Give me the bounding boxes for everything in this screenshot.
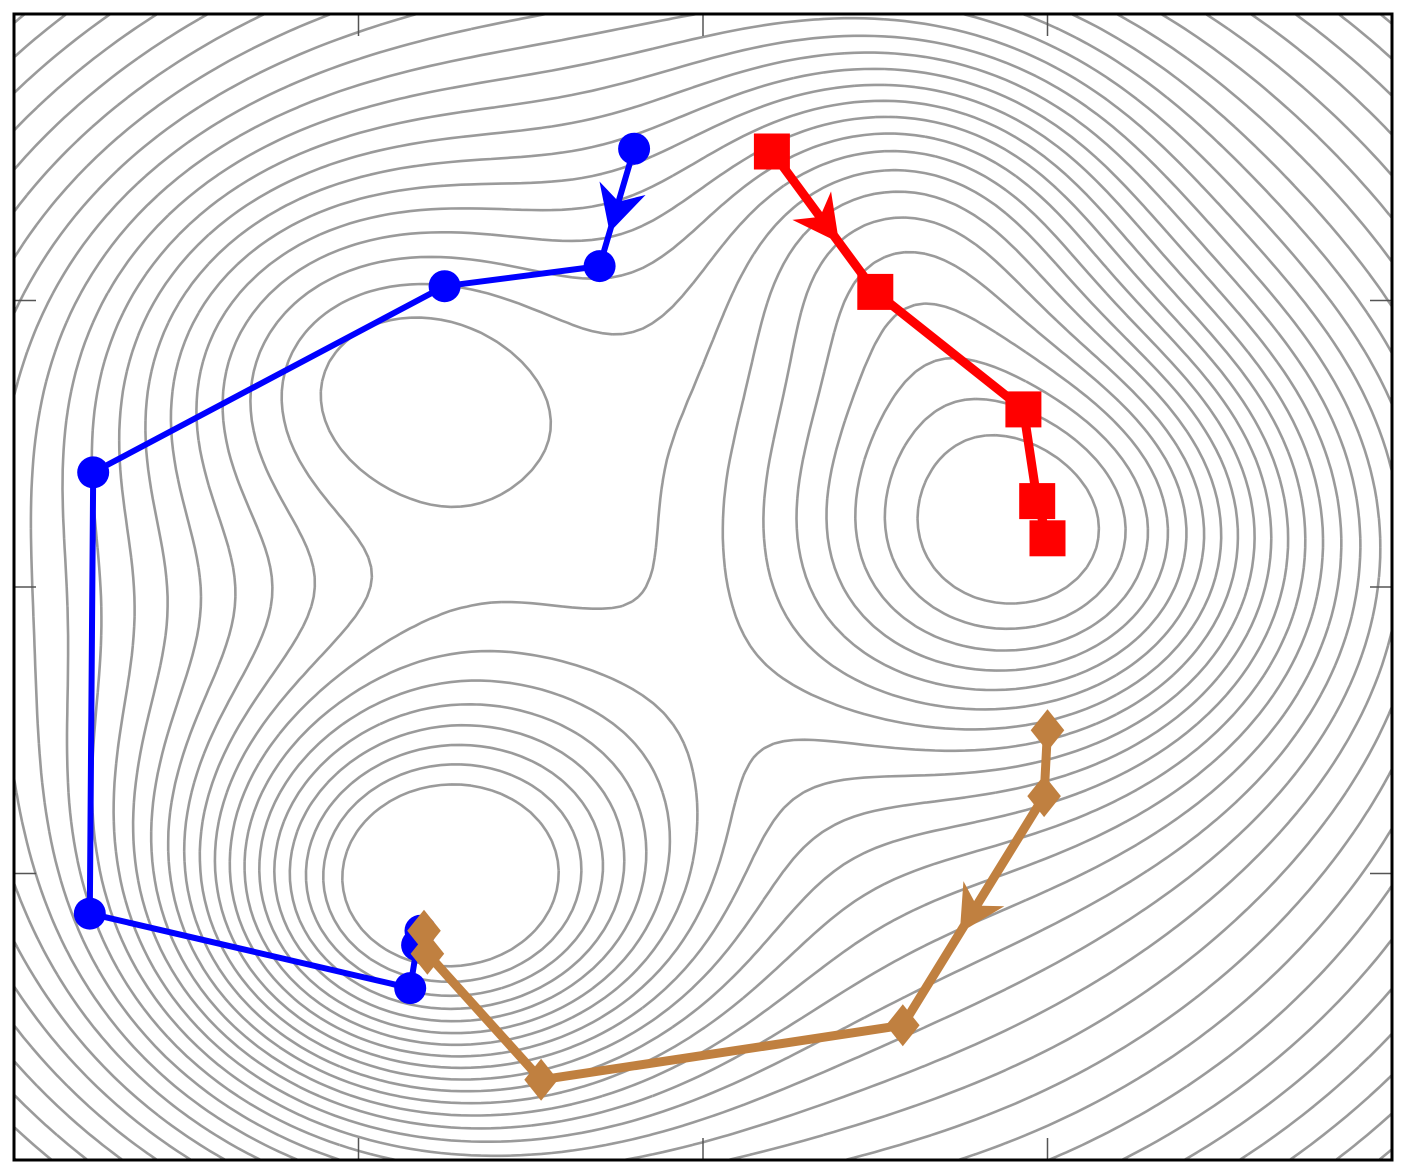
contour-level-11 (166, 99, 1307, 1105)
series-circle-point-2 (428, 270, 461, 303)
series-circle-arrow-0 (599, 181, 646, 233)
contour-level-16 (61, 16, 1392, 1160)
trajectories (73, 132, 1066, 1101)
series-diamond-arrow-0 (959, 881, 1005, 933)
contour-level-0 (341, 433, 1101, 968)
contour-level-15 (90, 34, 1382, 1158)
contour-level-13 (131, 67, 1343, 1130)
contour-level-4 (273, 250, 1188, 1023)
series-square-point-4 (1029, 520, 1066, 557)
series-diamond-point-3 (524, 1058, 558, 1101)
series-circle-point-1 (583, 250, 616, 283)
contour-level-5 (258, 216, 1206, 1035)
contour-level-6 (243, 190, 1223, 1047)
series-circle-point-4 (73, 897, 106, 930)
contour-level-8 (213, 149, 1256, 1070)
plot-frame (12, 12, 1394, 1162)
contour-level-9 (198, 132, 1273, 1081)
contour-level-10 (182, 115, 1290, 1093)
plot-background (14, 14, 1392, 1160)
series-diamond-point-2 (886, 1004, 920, 1047)
series-diamond-point-5 (407, 909, 441, 952)
contour-level-17 (29, 14, 1392, 1160)
series-square-arrow-0 (792, 191, 840, 243)
contour-level-14 (112, 51, 1362, 1143)
series-diamond-point-0 (1030, 709, 1065, 752)
series-diamond-point-1 (1027, 775, 1061, 818)
contour-level-12 (149, 83, 1325, 1117)
contour-level-7 (228, 168, 1240, 1058)
series-square-point-1 (857, 273, 894, 310)
series-circle-point-5 (394, 972, 427, 1005)
series-square-point-3 (1019, 483, 1056, 520)
series-square-point-0 (753, 133, 790, 170)
series-square (753, 133, 1066, 557)
axis-ticks (14, 14, 1392, 1160)
series-circle-point-3 (77, 456, 110, 489)
series-diamond (407, 709, 1065, 1101)
series-circle-point-0 (618, 132, 651, 165)
series-square-point-2 (1005, 391, 1042, 428)
